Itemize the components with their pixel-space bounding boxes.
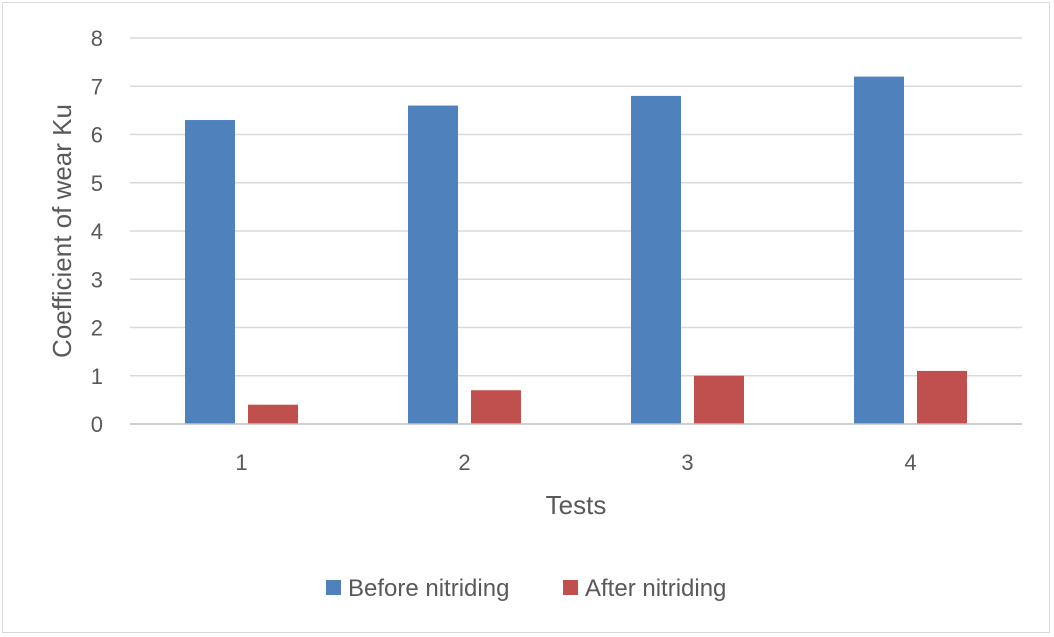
- y-tick-label: 7: [91, 74, 103, 99]
- y-tick-label: 0: [91, 412, 103, 437]
- legend-swatch-before-nitriding: [326, 580, 341, 595]
- x-axis-ticks: 1 2 3 4: [235, 450, 916, 475]
- bar-before-nitriding-test-3: [631, 95, 681, 425]
- bar-before-nitriding-test-4: [854, 76, 904, 424]
- bar-after-nitriding-test-1: [248, 404, 298, 424]
- y-tick-label: 5: [91, 171, 103, 196]
- bars: [185, 76, 967, 425]
- y-tick-label: 8: [91, 26, 103, 51]
- bar-after-nitriding-test-3: [694, 375, 744, 424]
- legend: Before nitriding After nitriding: [326, 575, 726, 602]
- bar-after-nitriding-test-2: [471, 390, 521, 424]
- x-axis-title: Tests: [546, 490, 607, 520]
- bar-before-nitriding-test-2: [408, 105, 458, 425]
- x-tick-label: 2: [458, 450, 470, 475]
- bar-after-nitriding-test-4: [917, 370, 967, 424]
- y-tick-label: 3: [91, 267, 103, 292]
- legend-swatch-after-nitriding: [563, 580, 578, 595]
- y-axis-ticks: 0 1 2 3 4 5 6 7 8: [91, 26, 103, 437]
- x-tick-label: 3: [681, 450, 693, 475]
- x-tick-label: 1: [235, 450, 247, 475]
- x-tick-label: 4: [904, 450, 916, 475]
- legend-label-before-nitriding: Before nitriding: [348, 575, 509, 602]
- y-axis-title: Coefficient of wear Ku: [47, 104, 77, 358]
- y-tick-label: 2: [91, 316, 103, 341]
- y-tick-label: 6: [91, 123, 103, 148]
- bar-before-nitriding-test-1: [185, 120, 235, 425]
- y-tick-label: 1: [91, 364, 103, 389]
- y-tick-label: 4: [91, 219, 103, 244]
- legend-label-after-nitriding: After nitriding: [585, 575, 726, 602]
